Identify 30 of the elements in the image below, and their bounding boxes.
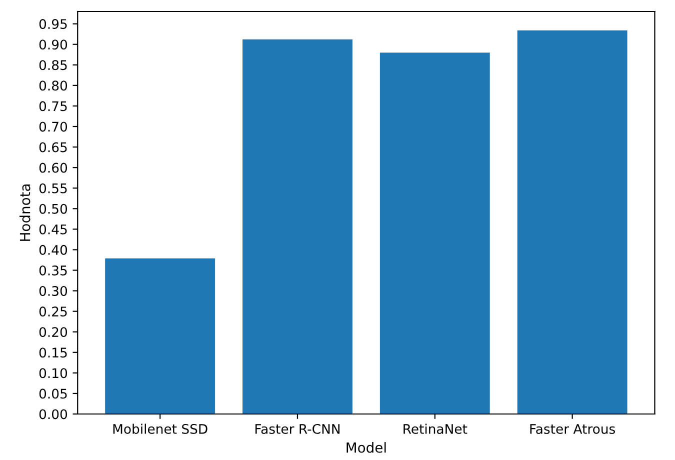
y-tick-label: 0.15 <box>39 348 67 358</box>
x-tick-label: Mobilenet SSD <box>113 424 208 434</box>
bar <box>517 30 628 414</box>
y-tick-label: 0.30 <box>39 286 68 296</box>
y-tick-label: 0.60 <box>39 162 68 173</box>
y-tick-label: 0.80 <box>39 80 68 91</box>
y-tick-label: 0.50 <box>39 204 68 214</box>
y-tick-label: 0.75 <box>39 101 67 112</box>
y-tick-label: 0.20 <box>39 327 68 338</box>
y-tick-label: 0.40 <box>39 244 68 255</box>
y-tick-label: 0.05 <box>39 388 67 399</box>
y-tick-label: 0.45 <box>39 224 67 234</box>
x-tick-label: Faster R-CNN <box>255 424 340 434</box>
bar <box>242 39 352 414</box>
y-tick-label: 0.95 <box>39 19 67 30</box>
y-tick-label: 0.25 <box>39 306 67 317</box>
y-tick-label: 0.55 <box>39 183 67 194</box>
x-tick-label: RetinaNet <box>404 424 468 434</box>
y-tick-label: 0.35 <box>39 265 67 276</box>
x-tick-label: Faster Atrous <box>530 424 615 434</box>
bar <box>380 52 490 414</box>
x-axis-title: Model <box>346 442 386 453</box>
y-tick-label: 0.90 <box>39 40 68 50</box>
y-tick-label: 0.10 <box>39 368 68 378</box>
y-tick-label: 0.65 <box>39 142 67 152</box>
y-tick-label: 0.85 <box>39 60 67 70</box>
y-tick-label: 0.00 <box>39 409 68 420</box>
y-tick-label: 0.70 <box>39 122 68 132</box>
bar <box>105 258 216 414</box>
y-axis-title: Hodnota <box>20 184 30 241</box>
